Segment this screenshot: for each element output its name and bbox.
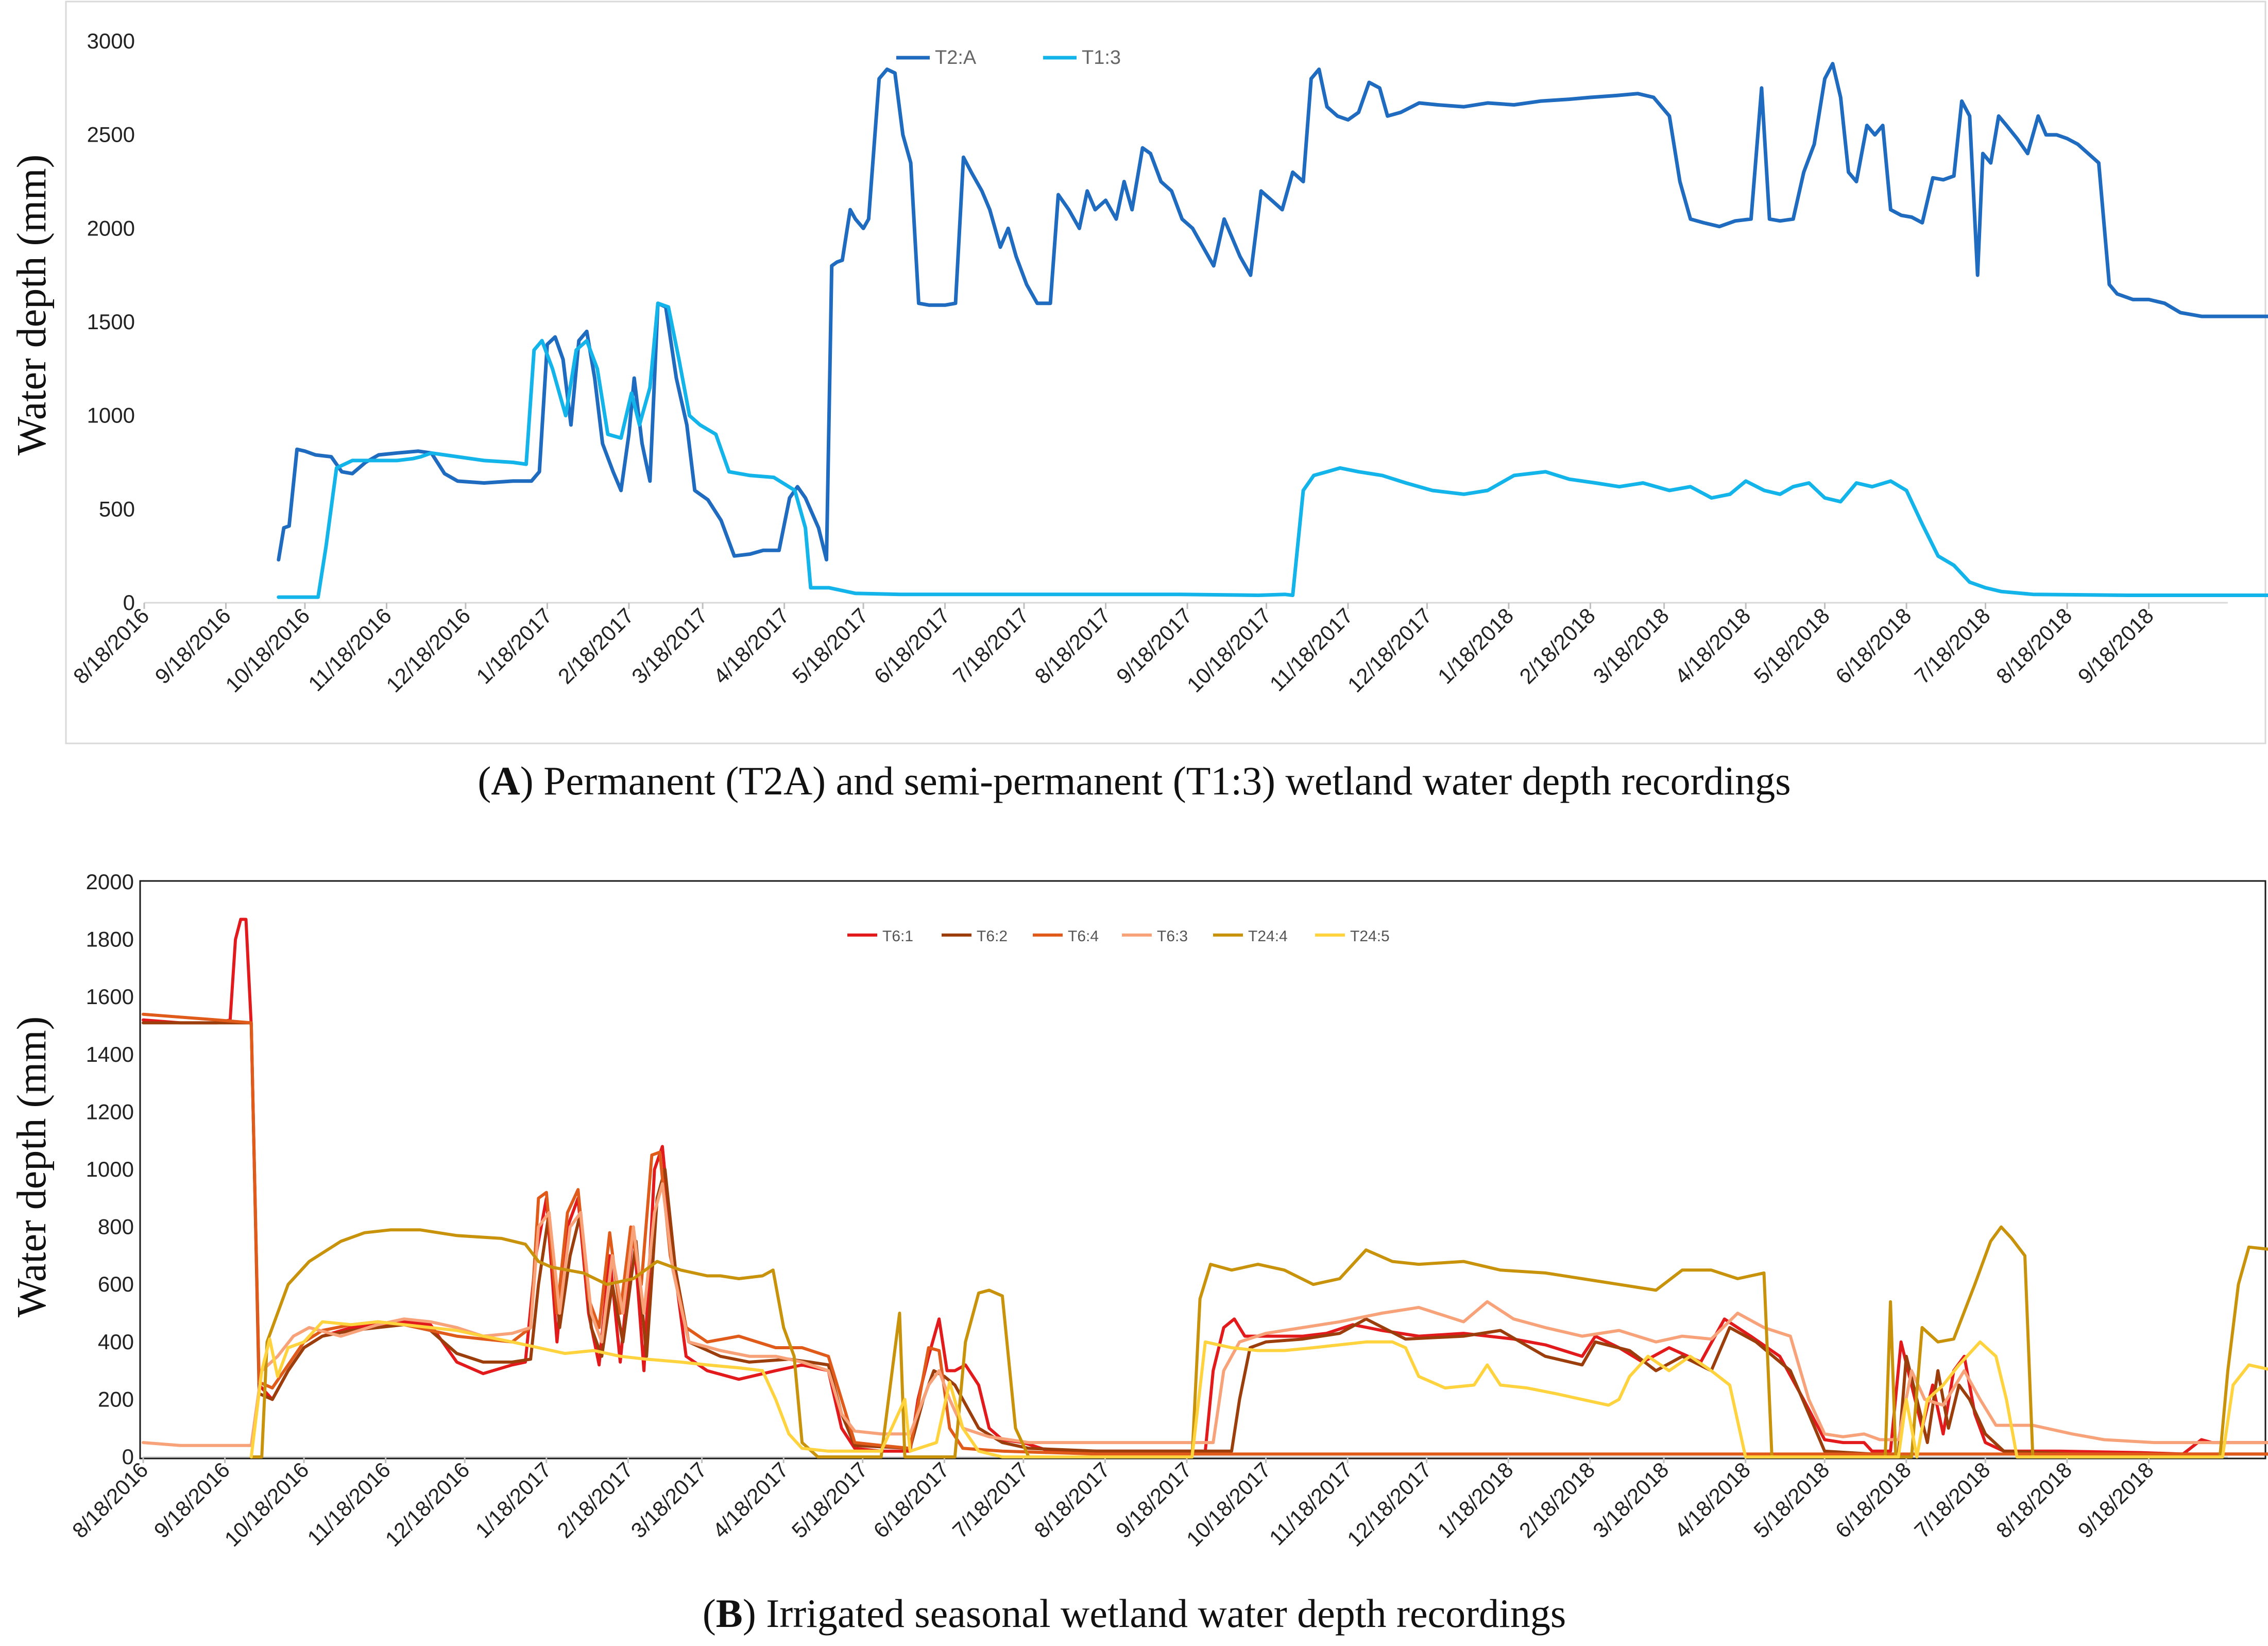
panel-b-y-tick-label: 800: [98, 1215, 134, 1239]
panel-b-x-tick-label: 3/18/2017: [626, 1457, 711, 1542]
panel-b-x-tick-label: 7/18/2017: [948, 1457, 1033, 1542]
panel-b-y-tick-label: 1600: [86, 985, 134, 1009]
panel-b-x-tick-label: 12/18/2017: [1342, 1457, 1436, 1551]
panel-b-x-tick-label: 9/18/2018: [2073, 1457, 2158, 1542]
panel-a-caption: (A) Permanent (T2A) and semi-permanent (…: [478, 758, 1790, 803]
panel-b-x-tick-label: 5/18/2017: [787, 1457, 872, 1542]
panel-b-y-tick-label: 1200: [86, 1099, 134, 1124]
panel-a-frame: [65, 1, 2266, 744]
panel-a-y-tick-label: 1500: [87, 310, 135, 334]
panel-b-x-tick-label: 1/18/2018: [1433, 1457, 1517, 1542]
legend-label: T6:1: [882, 928, 913, 945]
panel-b-x-tick-label: 7/18/2018: [1909, 1457, 1994, 1542]
legend-label: T2:A: [935, 47, 977, 69]
legend-label: T24:5: [1350, 928, 1390, 945]
panel-b-y-tick-label: 200: [98, 1387, 134, 1411]
panel-a-y-axis-title: Water depth (mm): [9, 155, 55, 455]
panel-b-y-tick-label: 1000: [86, 1157, 134, 1181]
panel-b-x-tick-label: 10/18/2016: [220, 1457, 314, 1551]
panel-a-caption-text: ) Permanent (T2A) and semi-permanent (T1…: [520, 758, 1791, 803]
panel-b-x-tick-label: 8/18/2017: [1029, 1457, 1114, 1542]
panel-b-x-tick-label: 8/18/2016: [67, 1457, 152, 1542]
panel-b-series-t6-1: [142, 918, 2268, 1456]
panel-a-y-tick-label: 2000: [87, 216, 135, 240]
panel-a-y-tick-label: 3000: [87, 29, 135, 53]
panel-b-x-tick-label: 12/18/2016: [381, 1457, 474, 1551]
panel-b-x-tick-label: 11/18/2016: [302, 1457, 395, 1550]
panel-a-series-t2-a: [277, 62, 2268, 562]
panel-b-series-t24-4: [249, 1225, 2268, 1458]
panel-a-y-tick-label: 0: [123, 590, 135, 615]
panel-b-series-t24-5: [249, 1320, 2268, 1458]
panel-b-caption-text: ) Irrigated seasonal wetland water depth…: [743, 1591, 1566, 1636]
panel-b-x-tick-label: 5/18/2018: [1749, 1457, 1834, 1542]
panel-b-y-tick-label: 0: [122, 1445, 134, 1469]
panel-a-caption-open: (: [478, 758, 491, 803]
legend-label: T24:4: [1248, 928, 1288, 945]
panel-b-x-tick-label: 4/18/2018: [1670, 1457, 1755, 1542]
panel-b-x-tick-label: 9/18/2017: [1111, 1457, 1196, 1542]
panel-b-y-axis-title: Water depth (mm): [9, 1016, 55, 1317]
panel-a-series-t1-3: [277, 301, 2268, 599]
panel-a-y-tick-label: 500: [99, 497, 135, 521]
panel-b-x-tick-label: 2/18/2018: [1514, 1457, 1599, 1542]
legend-label: T6:2: [977, 928, 1008, 945]
panel-b-caption: (B) Irrigated seasonal wetland water dep…: [703, 1591, 1566, 1636]
panel-b-y-tick-label: 1800: [86, 927, 134, 952]
panel-a-y-tick-label: 2500: [87, 123, 135, 147]
legend-label: T6:3: [1157, 928, 1188, 945]
legend-label: T1:3: [1082, 47, 1121, 69]
panel-b-caption-open: (: [703, 1591, 716, 1636]
legend-label: T6:4: [1068, 928, 1099, 945]
panel-b-x-tick-label: 3/18/2018: [1588, 1457, 1673, 1542]
panel-b-y-tick-label: 1400: [86, 1042, 134, 1066]
panel-a-caption-letter: A: [491, 758, 520, 803]
panel-b-x-tick-label: 6/18/2017: [868, 1457, 953, 1542]
panel-b-caption-letter: B: [716, 1591, 743, 1636]
panel-b-x-tick-label: 8/18/2018: [1991, 1457, 2076, 1542]
panel-b-x-tick-label: 2/18/2017: [552, 1457, 637, 1542]
panel-b-y-tick-label: 600: [98, 1272, 134, 1296]
panel-b-x-tick-label: 10/18/2017: [1182, 1457, 1275, 1551]
panel-b-x-tick-label: 6/18/2018: [1831, 1457, 1916, 1542]
panel-b-x-tick-label: 11/18/2017: [1265, 1457, 1357, 1550]
panel-b-x-tick-label: 9/18/2016: [149, 1457, 234, 1542]
panel-b-y-tick-label: 400: [98, 1330, 134, 1354]
panel-b-y-tick-label: 2000: [86, 870, 134, 894]
panel-b-x-tick-label: 4/18/2017: [708, 1457, 793, 1542]
panel-b-x-tick-label: 1/18/2017: [471, 1457, 556, 1542]
panel-a-y-tick-label: 1000: [87, 403, 135, 428]
